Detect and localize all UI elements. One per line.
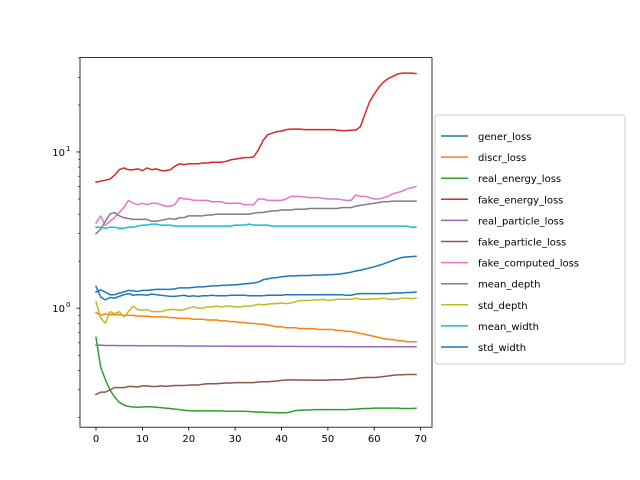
series-line-real-particle-loss: [95, 344, 417, 348]
y-tick-label: 10: [52, 304, 65, 315]
y-tick-exponent: 0: [66, 301, 70, 309]
series-line-mean-depth: [94, 200, 417, 235]
legend-label: fake_energy_loss: [478, 195, 563, 206]
series-line-discr-loss: [94, 311, 417, 343]
series-line-real-energy-loss: [95, 336, 417, 414]
series-line-std-depth: [95, 297, 417, 325]
legend-label: real_energy_loss: [478, 174, 561, 185]
legend-label: std_width: [478, 343, 526, 354]
series-line-fake-energy-loss: [95, 72, 417, 184]
legend-label: fake_computed_loss: [478, 259, 579, 270]
x-tick-label: 20: [182, 434, 195, 445]
legend-label: fake_particle_loss: [478, 238, 566, 249]
y-tick-exponent: 1: [66, 145, 70, 153]
legend-label: mean_depth: [478, 280, 540, 291]
x-tick-label: 30: [229, 434, 242, 445]
x-tick-label: 60: [368, 434, 381, 445]
legend-label: gener_loss: [478, 132, 531, 143]
x-axis: 0 10 20 30 40 50 60 70: [93, 427, 427, 445]
legend-label: real_particle_loss: [478, 216, 564, 227]
legend-box: [434, 114, 626, 365]
x-tick-label: 50: [322, 434, 335, 445]
x-tick-label: 10: [136, 434, 149, 445]
x-tick-label: 0: [93, 434, 99, 445]
legend: gener_loss discr_loss real_energy_lossfake…: [434, 114, 626, 365]
x-tick-label: 70: [414, 434, 427, 445]
series-line-std-width: [95, 285, 417, 301]
y-tick-label: 10: [52, 148, 65, 159]
series-line-fake-particle-loss: [94, 373, 417, 396]
plot-lines: [94, 72, 417, 414]
legend-label: std_depth: [478, 301, 528, 312]
axes-frame: [79, 57, 433, 428]
x-tick-label: 40: [275, 434, 288, 445]
series-line-gener-loss: [95, 255, 417, 296]
series-line-mean-width: [95, 223, 417, 229]
series-line-fake-computed-loss: [94, 185, 417, 226]
legend-label: discr_loss: [478, 153, 526, 164]
legend-label: mean_width: [478, 322, 539, 333]
